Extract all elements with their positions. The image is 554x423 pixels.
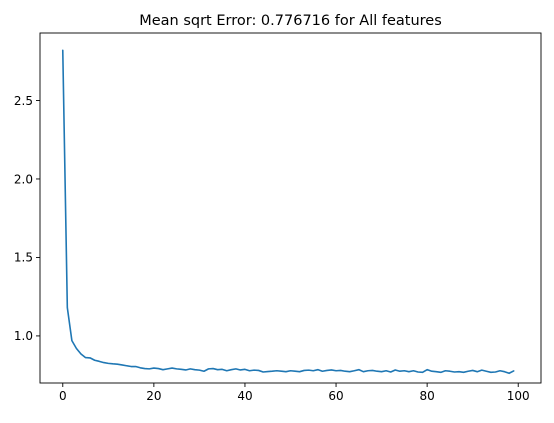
x-tick-label: 60 [328, 389, 343, 403]
plot-area: 0 20 40 60 80 100 1.0 1.5 2.0 2.5 [14, 32, 542, 403]
y-tick-label: 1.0 [14, 329, 33, 343]
axes-frame [39, 32, 542, 384]
y-tick-label: 1.5 [14, 251, 33, 265]
x-tick-label: 80 [419, 389, 434, 403]
x-tick-label: 100 [507, 389, 530, 403]
y-tick-label: 2.0 [14, 172, 33, 186]
x-tick-label: 40 [237, 389, 252, 403]
x-tick-label: 20 [146, 389, 161, 403]
x-tick-label: 0 [59, 389, 67, 403]
chart-title: Mean sqrt Error: 0.776716 for All featur… [139, 13, 442, 29]
series-line-0 [61, 49, 515, 375]
y-tick-label: 2.5 [14, 94, 33, 108]
